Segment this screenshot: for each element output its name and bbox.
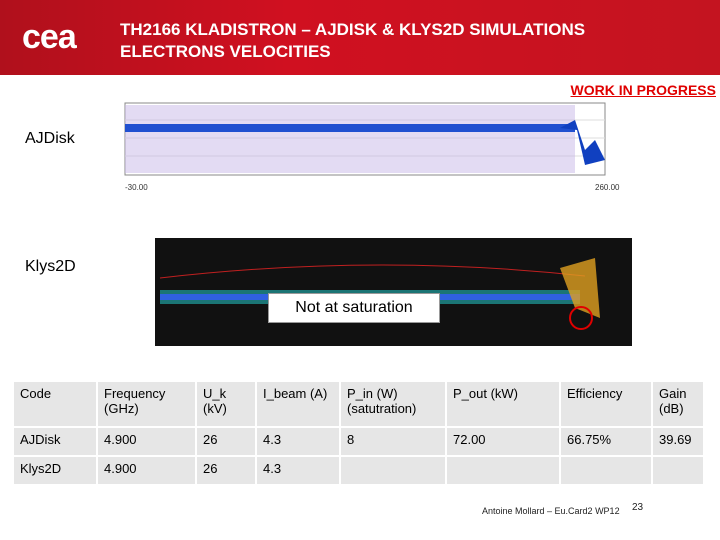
column-header: U_k (kV) (195, 380, 257, 428)
table-cell (651, 455, 705, 486)
status-note: WORK IN PROGRESS (570, 82, 716, 98)
table-cell: 26 (195, 455, 257, 486)
logo: cea (22, 18, 77, 56)
column-header: Code (12, 380, 98, 428)
table-cell: 39.69 (651, 426, 705, 457)
table-cell: 8 (339, 426, 447, 457)
header-row: Code Frequency (GHz) U_k (kV) I_beam (A) P_i… (12, 380, 705, 428)
column-header: Efficiency (559, 380, 653, 428)
table-cell: 4.900 (96, 455, 197, 486)
table-row: Klys2D 4.900 26 4.3 (12, 455, 705, 486)
table-cell: AJDisk (12, 426, 98, 457)
table-cell: 4.3 (255, 426, 341, 457)
page-number: 23 (632, 502, 644, 513)
ajdisk-plot: -30.00 260.00 (124, 102, 620, 192)
table-cell (445, 455, 561, 486)
column-header: Frequency (GHz) (96, 380, 197, 428)
title: ELECTRONS VELOCITIES (120, 42, 331, 61)
table-cell (559, 455, 653, 486)
column-header: P_in (W) (satutration) (339, 380, 447, 428)
column-header: I_beam (A) (255, 380, 341, 428)
results-table: Code Frequency (GHz) U_k (kV) I_beam (A) P_i… (12, 380, 705, 486)
table-cell: 4.900 (96, 426, 197, 457)
section-label: Klys2D (25, 258, 76, 275)
column-header: Gain (dB) (651, 380, 705, 428)
title: TH2166 KLADISTRON – AJDISK & KLYS2D SIMU… (120, 20, 586, 39)
table-cell: 4.3 (255, 455, 341, 486)
table-cell: Klys2D (12, 455, 98, 486)
table-cell: 26 (195, 426, 257, 457)
header-bar: cea TH2166 KLADISTRON – AJDISK & KLYS2D … (0, 0, 720, 75)
table-row: AJDisk 4.900 26 4.3 8 72.00 66.75% 39.69 (12, 426, 705, 457)
axis-label: -30.00 (125, 183, 148, 192)
klys2d-plot (155, 238, 632, 346)
footer: Antoine Mollard – Eu.Card2 WP12 (482, 506, 620, 516)
callout: Not at saturation (268, 293, 440, 323)
table-cell: 66.75% (559, 426, 653, 457)
axis-label: 260.00 (595, 183, 620, 192)
table-cell (339, 455, 447, 486)
table-cell: 72.00 (445, 426, 561, 457)
column-header: P_out (kW) (445, 380, 561, 428)
section-label: AJDisk (25, 130, 75, 147)
